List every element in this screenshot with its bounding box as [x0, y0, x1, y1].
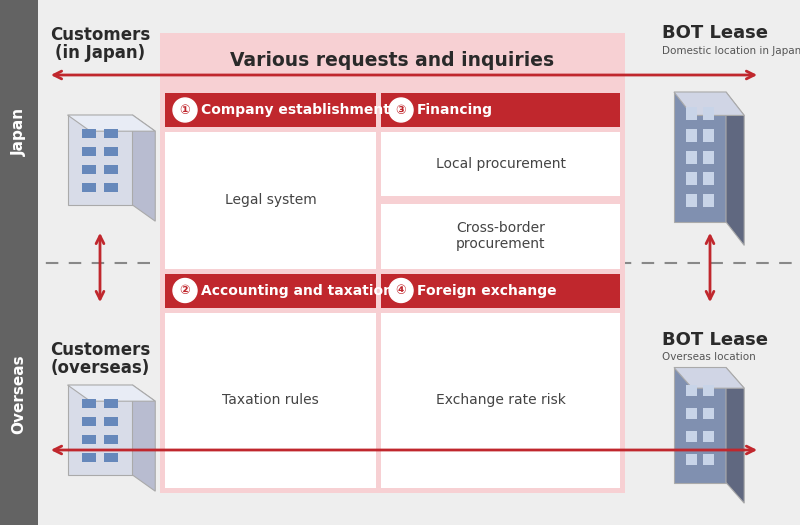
Bar	[381, 93, 620, 127]
Text: Accounting and taxation: Accounting and taxation	[201, 284, 393, 298]
Polygon shape	[133, 115, 155, 221]
Bar	[703, 430, 714, 442]
Bar	[381, 312, 620, 488]
Text: Overseas: Overseas	[11, 354, 26, 434]
Bar	[703, 454, 714, 465]
Text: Exchange rate risk: Exchange rate risk	[435, 393, 566, 407]
Text: BOT Lease: BOT Lease	[662, 24, 768, 42]
Bar	[674, 368, 726, 482]
Text: ②: ②	[180, 284, 190, 297]
Bar	[686, 385, 697, 396]
Bar	[686, 194, 697, 207]
Bar	[82, 164, 96, 173]
Text: ③: ③	[396, 103, 406, 117]
Bar	[82, 398, 96, 407]
Text: Overseas location: Overseas location	[662, 352, 756, 362]
Bar	[104, 435, 118, 444]
Text: Financing: Financing	[417, 103, 493, 117]
Bar	[381, 274, 620, 308]
Bar	[703, 194, 714, 207]
Bar	[703, 129, 714, 142]
Bar	[686, 129, 697, 142]
Bar	[104, 398, 118, 407]
Bar	[82, 183, 96, 192]
Text: Customers: Customers	[50, 26, 150, 44]
Text: Taxation rules: Taxation rules	[222, 393, 319, 407]
Bar	[160, 33, 625, 493]
Text: BOT Lease: BOT Lease	[662, 331, 768, 349]
Polygon shape	[726, 368, 744, 503]
Bar	[165, 132, 376, 268]
Bar	[104, 129, 118, 138]
Polygon shape	[674, 92, 744, 116]
Bar	[686, 107, 697, 120]
Circle shape	[389, 98, 413, 122]
Bar	[0, 0, 38, 263]
Bar	[703, 408, 714, 419]
Bar	[703, 151, 714, 163]
Bar	[165, 312, 376, 488]
Bar	[67, 385, 133, 475]
Text: Domestic location in Japan: Domestic location in Japan	[662, 46, 800, 56]
Bar	[82, 129, 96, 138]
Bar	[82, 416, 96, 425]
Text: Company establishment: Company establishment	[201, 103, 390, 117]
Bar	[686, 454, 697, 465]
Polygon shape	[726, 92, 744, 245]
Text: (in Japan): (in Japan)	[55, 44, 145, 62]
Polygon shape	[133, 385, 155, 491]
Bar	[67, 115, 133, 205]
Text: Japan: Japan	[11, 108, 26, 156]
Bar	[82, 146, 96, 155]
Text: ④: ④	[396, 284, 406, 297]
Text: Local procurement: Local procurement	[435, 157, 566, 171]
Text: Cross-border
procurement: Cross-border procurement	[456, 221, 546, 251]
Text: ①: ①	[180, 103, 190, 117]
Bar	[686, 172, 697, 185]
Bar	[82, 435, 96, 444]
Polygon shape	[67, 385, 155, 401]
Bar	[165, 274, 376, 308]
Bar	[686, 408, 697, 419]
Text: Foreign exchange: Foreign exchange	[417, 284, 557, 298]
Bar	[703, 385, 714, 396]
Circle shape	[173, 278, 197, 302]
Bar	[104, 146, 118, 155]
Text: Legal system: Legal system	[225, 193, 316, 207]
Bar	[0, 263, 38, 525]
Text: (overseas): (overseas)	[50, 359, 150, 377]
Bar	[703, 172, 714, 185]
Bar	[381, 204, 620, 268]
Polygon shape	[67, 115, 155, 131]
Bar	[104, 416, 118, 425]
Bar	[686, 151, 697, 163]
Bar	[165, 93, 376, 127]
Circle shape	[173, 98, 197, 122]
Text: Customers: Customers	[50, 341, 150, 359]
Bar	[104, 183, 118, 192]
Polygon shape	[674, 368, 744, 388]
Text: Various requests and inquiries: Various requests and inquiries	[230, 51, 554, 70]
Bar	[703, 107, 714, 120]
Circle shape	[389, 278, 413, 302]
Bar	[674, 92, 726, 222]
Bar	[104, 164, 118, 173]
Bar	[104, 453, 118, 461]
Bar	[381, 132, 620, 196]
Bar	[82, 453, 96, 461]
Bar	[686, 430, 697, 442]
